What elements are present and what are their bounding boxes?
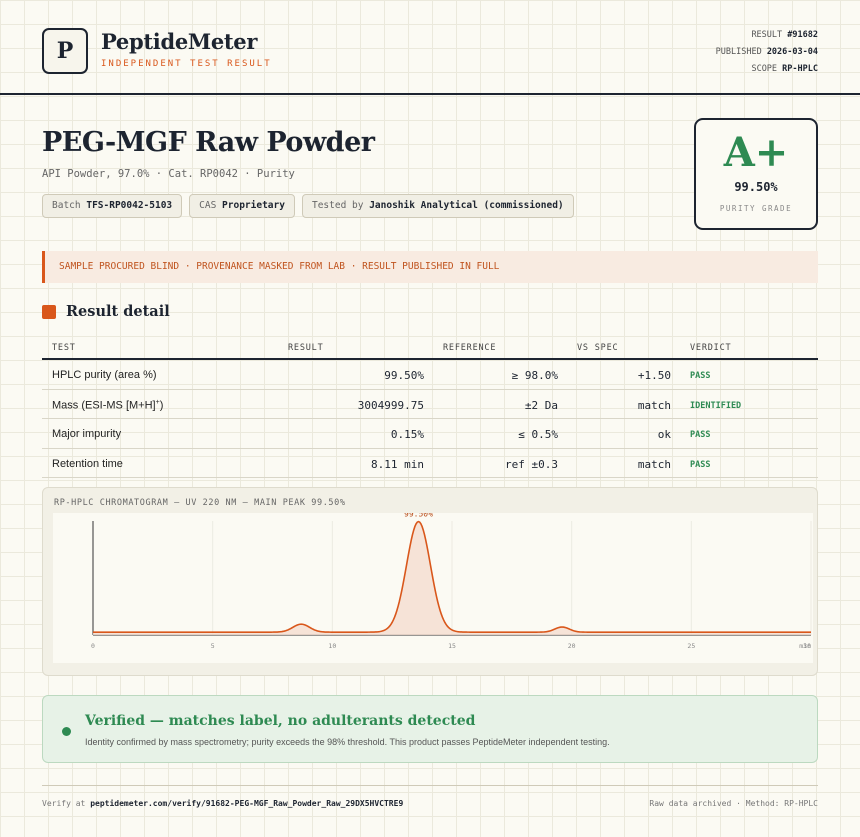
x-tick-label: 0: [91, 642, 95, 650]
row-result: 0.15%: [390, 428, 424, 441]
row-test-superscript: +: [155, 398, 160, 406]
result-meta: RESULT #91682 PUBLISHED 2026-03-04 SCOPE…: [716, 27, 818, 78]
page-title: PEG-MGF Raw Powder: [42, 127, 375, 158]
col-reference: REFERENCE: [443, 343, 497, 353]
x-tick-label: 15: [448, 642, 456, 650]
purity-grade-card: A+ 99.50% PURITY GRADE: [694, 118, 818, 230]
row-result: 8.11 min: [371, 457, 424, 471]
verified-dot-icon: [62, 727, 71, 736]
chromatogram-card: RP-HPLC CHROMATOGRAM — UV 220 NM — MAIN …: [42, 487, 818, 676]
verify-link[interactable]: peptidemeter.com/verify/91682-PEG-MGF_Ra…: [90, 799, 404, 808]
row-verdict: IDENTIFIED: [690, 400, 742, 411]
verify-prefix: Verify at: [42, 799, 86, 808]
grade-letter: A+: [723, 129, 789, 176]
cas-pill: CAS Proprietary: [189, 194, 295, 218]
scope-value: RP-HPLC: [782, 64, 818, 74]
table-row: Major impurity 0.15% ≤ 0.5% ok PASS: [42, 419, 818, 449]
row-result: 99.50%: [384, 369, 424, 382]
footer-divider: [42, 785, 818, 786]
chart-title: RP-HPLC CHROMATOGRAM — UV 220 NM — MAIN …: [54, 498, 346, 508]
section-marker-icon: [42, 304, 56, 319]
archive-note: Raw data archived · Method: RP-HPLC: [649, 799, 818, 808]
table-row: Retention time 8.11 min ref ±0.3 match P…: [42, 449, 818, 478]
grade-purity: 99.50%: [734, 180, 778, 194]
row-test: Major impurity: [52, 428, 122, 440]
row-result: 3004999.75: [357, 398, 424, 412]
x-unit-label: min: [799, 642, 811, 650]
tested-value: Janoshik Analytical (commissioned): [369, 200, 564, 211]
provenance-notice: SAMPLE PROCURED BLIND · PROVENANCE MASKE…: [42, 251, 818, 283]
product-tags: Batch TFS-RP0042-5103 CAS Proprietary Te…: [42, 194, 574, 218]
result-table: TEST RESULT REFERENCE VS SPEC VERDICT HP…: [42, 339, 818, 478]
published-date: 2026-03-04: [766, 47, 818, 57]
header-divider: [0, 93, 860, 95]
row-test: Mass (ESI-MS [M+H]+): [52, 399, 163, 412]
col-result: RESULT: [288, 343, 324, 353]
cas-label: CAS: [199, 200, 217, 211]
x-tick-label: 30: [803, 642, 811, 650]
row-test: Retention time: [52, 457, 123, 470]
brand-name: PeptideMeter: [101, 29, 258, 54]
brand-tagline: INDEPENDENT TEST RESULT: [101, 59, 272, 69]
tested-label: Tested by: [311, 200, 364, 211]
cas-value: Proprietary: [222, 200, 285, 211]
col-vs-spec: VS SPEC: [577, 343, 619, 353]
verify-line: Verify at peptidemeter.com/verify/91682-…: [42, 799, 403, 808]
table-header: TEST RESULT REFERENCE VS SPEC VERDICT: [42, 339, 818, 360]
verified-banner: Verified — matches label, no adulterants…: [42, 695, 818, 763]
section-title: Result detail: [66, 303, 170, 320]
row-test-tail: ): [159, 399, 164, 412]
section-header: Result detail: [42, 303, 170, 320]
col-verdict: VERDICT: [690, 343, 732, 353]
product-subtitle: API Powder, 97.0% · Cat. RP0042 · Purity: [42, 168, 295, 180]
peak-label: 99.50%: [404, 513, 433, 519]
batch-pill: Batch TFS-RP0042-5103: [42, 194, 183, 218]
row-vs-spec: ok: [657, 428, 671, 441]
row-verdict: PASS: [690, 459, 711, 470]
row-reference: ≥ 98.0%: [511, 369, 558, 382]
x-tick-label: 5: [211, 642, 215, 650]
tested-by-pill: Tested by Janoshik Analytical (commissio…: [301, 194, 574, 218]
batch-label: Batch: [52, 200, 81, 211]
grade-label: PURITY GRADE: [719, 204, 793, 213]
row-test: HPLC purity (area %): [52, 369, 157, 381]
result-label: RESULT: [751, 30, 783, 40]
verified-title: Verified — matches label, no adulterants…: [85, 713, 476, 729]
table-row: HPLC purity (area %) 99.50% ≥ 98.0% +1.5…: [42, 360, 818, 390]
scope-label: SCOPE: [751, 64, 778, 74]
brand-logo: P: [42, 28, 88, 74]
row-reference: ≤ 0.5%: [518, 428, 558, 441]
row-vs-spec: +1.50: [637, 369, 671, 382]
row-vs-spec: match: [637, 398, 671, 412]
row-verdict: PASS: [690, 371, 711, 381]
row-vs-spec: match: [637, 457, 671, 471]
table-row: Mass (ESI-MS [M+H]+) 3004999.75 ±2 Da ma…: [42, 390, 818, 419]
row-reference: ref ±0.3: [505, 457, 558, 471]
row-verdict: PASS: [690, 430, 711, 440]
row-reference: ±2 Da: [524, 398, 558, 412]
batch-value: TFS-RP0042-5103: [86, 200, 173, 211]
verified-description: Identity confirmed by mass spectrometry;…: [85, 737, 610, 747]
x-tick-label: 10: [328, 642, 336, 650]
row-test-text: Mass (ESI-MS [M+H]: [52, 399, 156, 412]
signal-line: [93, 520, 811, 633]
published-label: PUBLISHED: [715, 47, 762, 57]
col-test: TEST: [52, 343, 76, 353]
x-tick-label: 20: [568, 642, 576, 650]
x-tick-label: 25: [687, 642, 695, 650]
result-id: #91682: [787, 30, 818, 40]
